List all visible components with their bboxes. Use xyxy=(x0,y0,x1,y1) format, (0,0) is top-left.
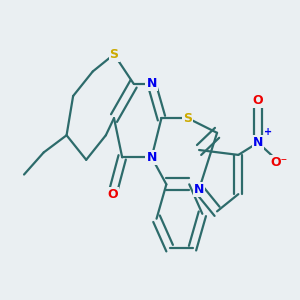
Text: N: N xyxy=(146,151,157,164)
Text: O: O xyxy=(107,188,118,201)
Text: O: O xyxy=(253,94,263,107)
Text: N: N xyxy=(194,183,204,196)
Text: +: + xyxy=(264,127,272,137)
Text: S: S xyxy=(183,112,192,124)
Text: S: S xyxy=(110,48,118,61)
Text: N: N xyxy=(253,136,263,149)
Text: N: N xyxy=(146,77,157,90)
Text: O⁻: O⁻ xyxy=(271,156,288,169)
